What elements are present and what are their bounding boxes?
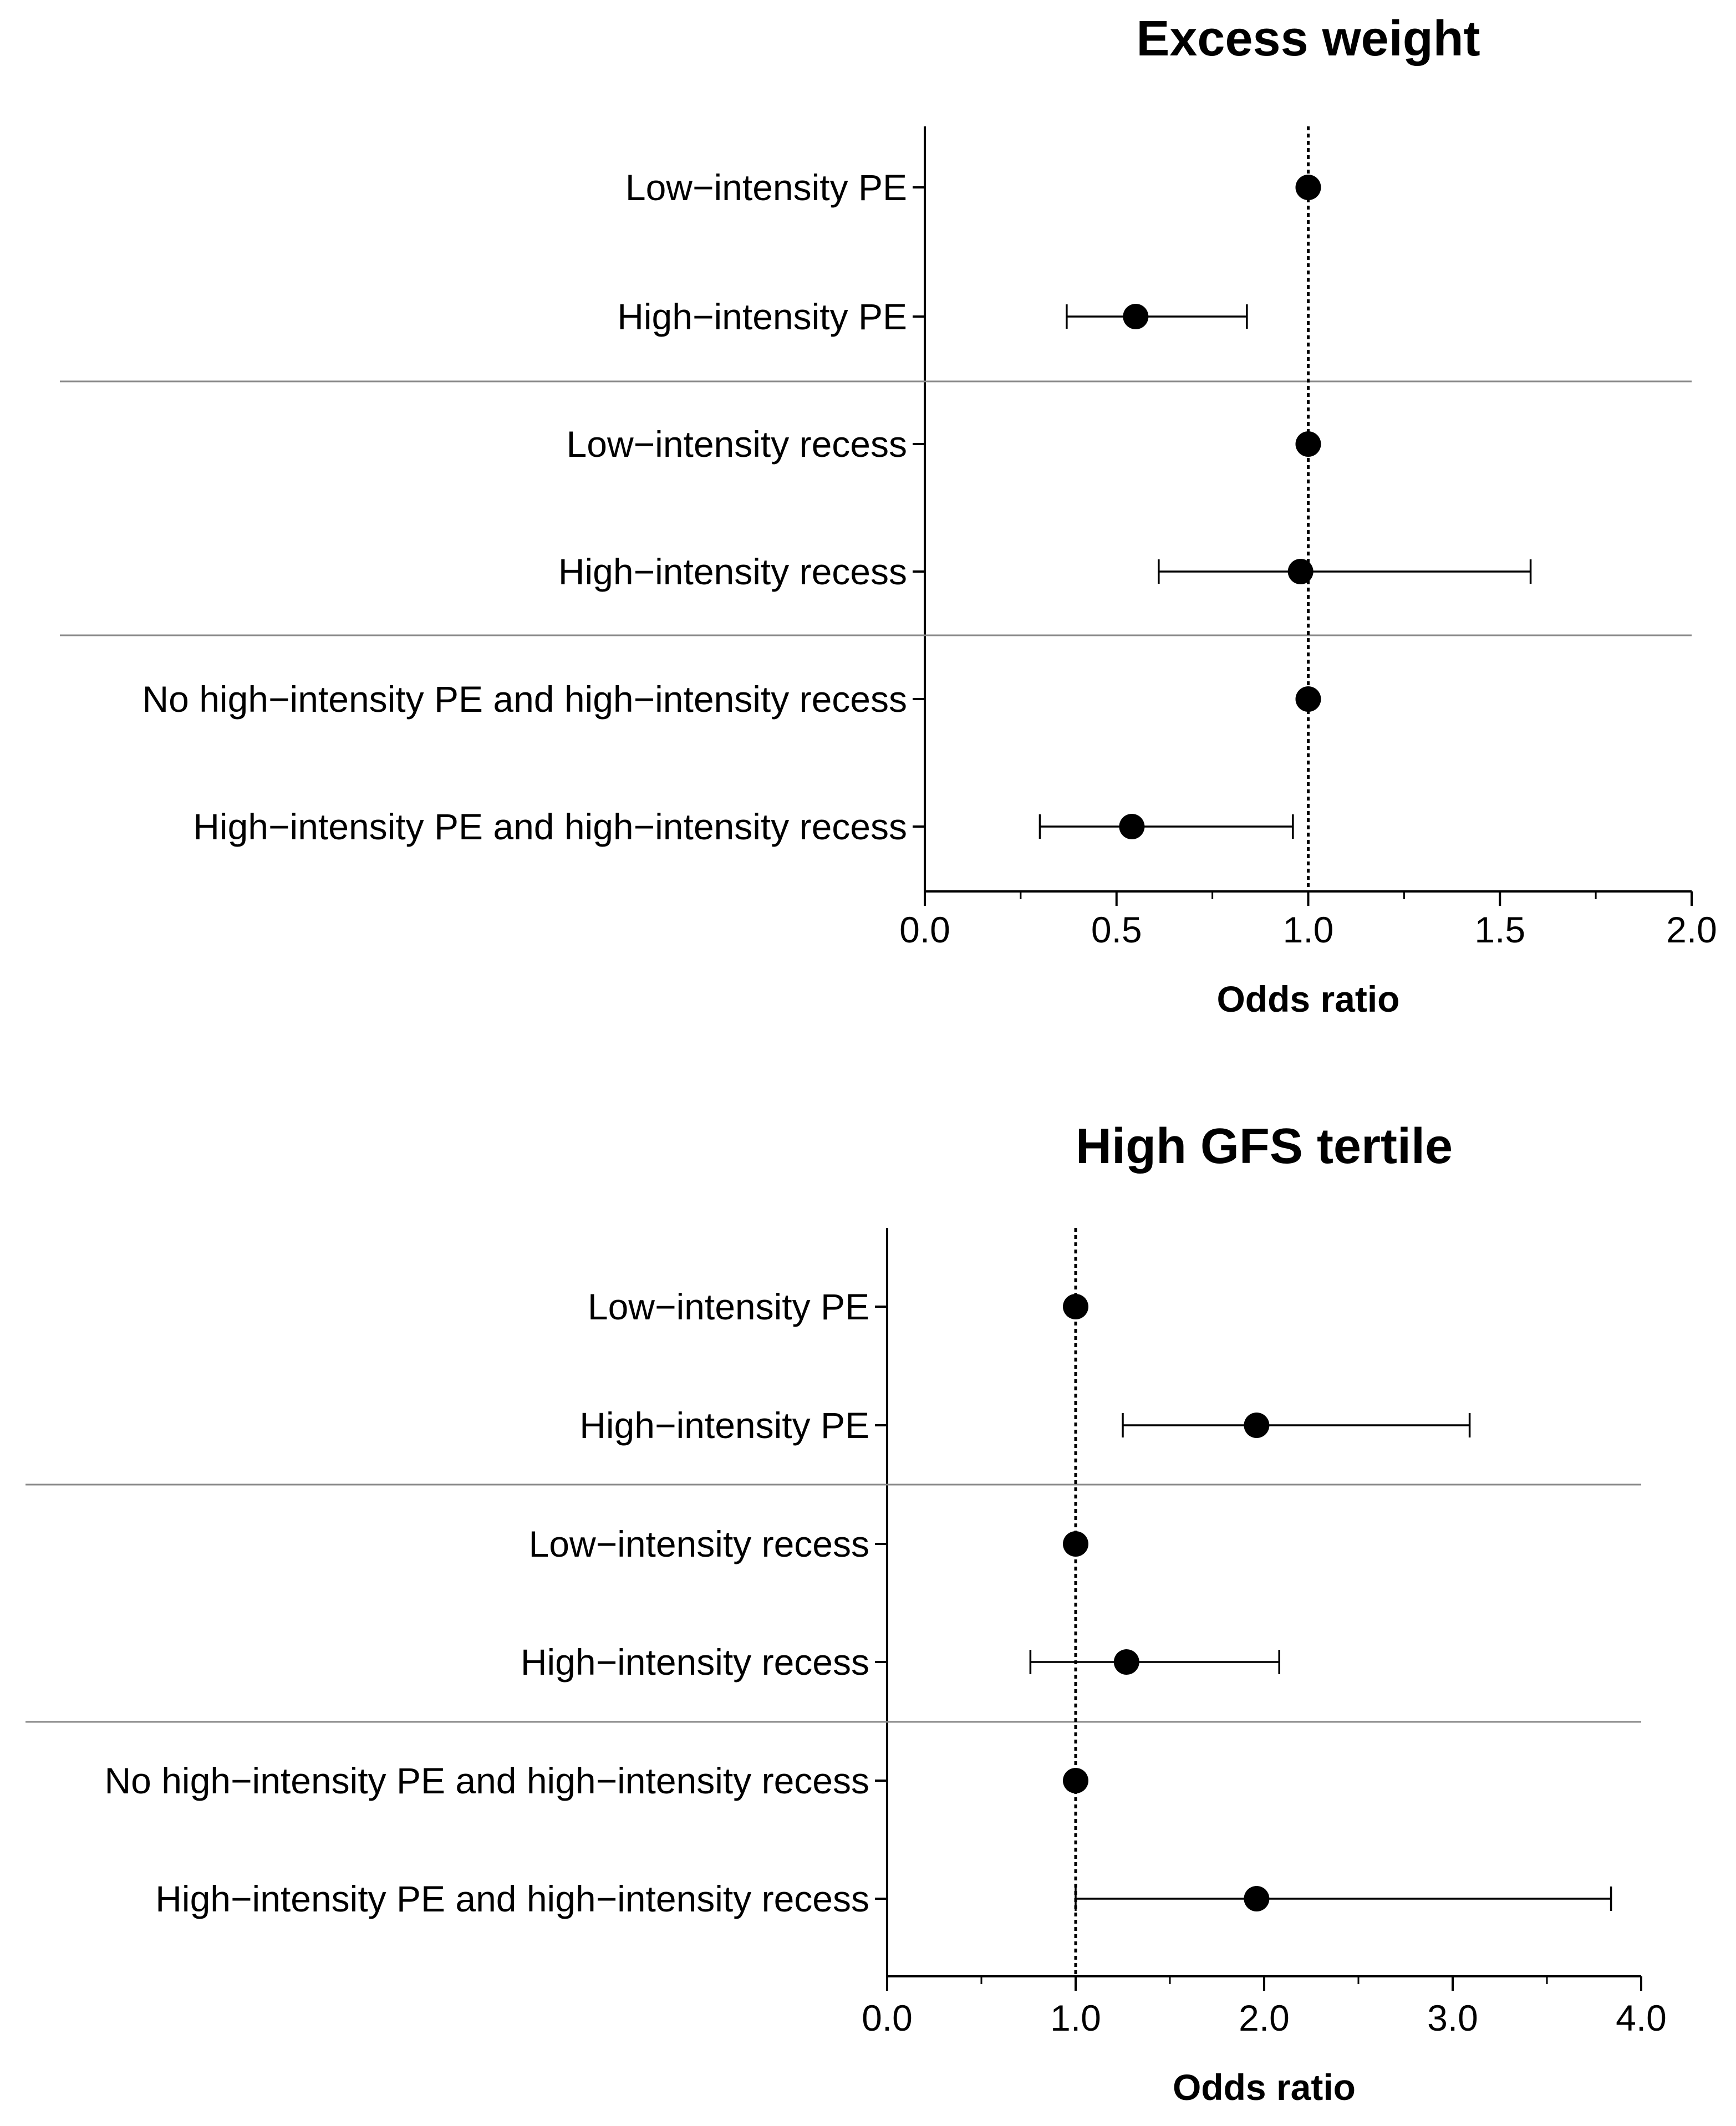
odds-ratio-point (1295, 431, 1321, 457)
row-label: No high−intensity PE and high−intensity … (105, 1760, 870, 1801)
row-label: No high−intensity PE and high−intensity … (142, 679, 908, 720)
row-label: High−intensity PE (617, 296, 907, 337)
row-label: High−intensity PE and high−intensity rec… (193, 806, 907, 847)
x-tick-label: 2.0 (1666, 909, 1717, 950)
odds-ratio-point (1123, 304, 1149, 329)
odds-ratio-point (1119, 814, 1145, 839)
row-label: Low−intensity PE (625, 167, 907, 208)
odds-ratio-point (1063, 1531, 1088, 1557)
row-label: Low−intensity recess (529, 1523, 869, 1564)
x-tick-label: 0.5 (1091, 909, 1142, 950)
row-label: Low−intensity PE (588, 1286, 869, 1327)
x-tick-label: 1.0 (1050, 1997, 1101, 2038)
row-label: High−intensity PE and high−intensity rec… (155, 1878, 869, 1919)
forest-panel-2: High GFS tertile 0.0 1.0 2.0 3.0 4.0 Odds rati… (26, 1119, 1667, 2108)
odds-ratio-point (1295, 175, 1321, 200)
row-label: Low−intensity recess (567, 424, 907, 465)
x-tick-label: 4.0 (1616, 1997, 1667, 2038)
x-axis-title: Odds ratio (1216, 978, 1399, 1019)
x-tick-label: 1.0 (1283, 909, 1334, 950)
row-label: High−intensity recess (521, 1641, 869, 1683)
odds-ratio-point (1063, 1294, 1088, 1319)
x-tick-label: 3.0 (1427, 1997, 1478, 2038)
odds-ratio-point (1244, 1413, 1270, 1438)
row-label: High−intensity PE (579, 1405, 869, 1446)
x-axis-title: Odds ratio (1173, 2067, 1356, 2108)
row-label: High−intensity recess (558, 551, 907, 592)
odds-ratio-point (1244, 1886, 1270, 1911)
panel-title: High GFS tertile (1076, 1119, 1453, 1174)
panel-title: Excess weight (1136, 11, 1480, 67)
odds-ratio-point (1113, 1649, 1139, 1675)
x-tick-label: 0.0 (899, 909, 950, 950)
forest-panel-1: Excess weight 0.0 0.5 1.0 1.5 2.0 Odds ratio Lo… (60, 11, 1717, 1019)
x-tick-label: 0.0 (862, 1997, 913, 2038)
odds-ratio-point (1063, 1768, 1088, 1793)
x-tick-label: 1.5 (1474, 909, 1525, 950)
odds-ratio-point (1287, 559, 1314, 584)
odds-ratio-point (1295, 686, 1321, 712)
x-tick-label: 2.0 (1239, 1997, 1290, 2038)
